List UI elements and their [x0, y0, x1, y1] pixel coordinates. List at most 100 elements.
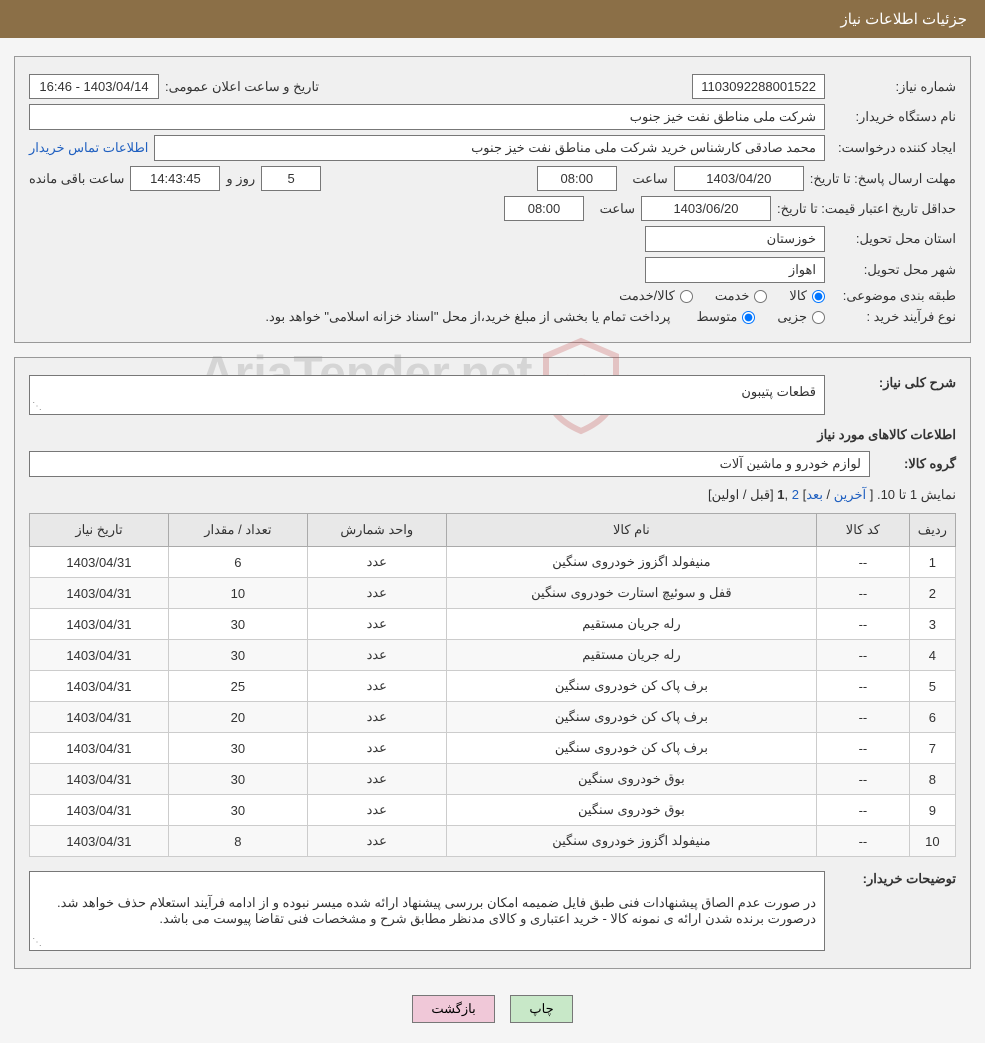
- table-cell: 9: [909, 795, 955, 826]
- buttons-row: چاپ بازگشت: [0, 983, 985, 1043]
- deadline-label: مهلت ارسال پاسخ: تا تاریخ:: [810, 171, 956, 187]
- table-cell: 1403/04/31: [30, 826, 169, 857]
- province-value: خوزستان: [645, 226, 825, 252]
- page-next-link[interactable]: بعد: [806, 487, 823, 502]
- city-label: شهر محل تحویل:: [831, 262, 956, 278]
- requester-value: محمد صادقی کارشناس خرید شرکت ملی مناطق ن…: [154, 135, 825, 161]
- resize-handle-icon[interactable]: ⋰: [32, 937, 42, 948]
- table-cell: 8: [168, 826, 307, 857]
- table-cell: 30: [168, 764, 307, 795]
- requester-label: ایجاد کننده درخواست:: [831, 140, 956, 156]
- table-cell: 5: [909, 671, 955, 702]
- announce-label: تاریخ و ساعت اعلان عمومی:: [165, 79, 319, 95]
- table-cell: 1403/04/31: [30, 733, 169, 764]
- page-last-link[interactable]: آخرین: [834, 487, 866, 502]
- table-header: ردیف: [909, 514, 955, 547]
- radio-goods-service-input[interactable]: [680, 290, 693, 303]
- table-cell: عدد: [307, 671, 446, 702]
- table-cell: برف پاک کن خودروی سنگین: [446, 702, 816, 733]
- table-row: 10--منیفولد اگزوز خودروی سنگینعدد81403/0…: [30, 826, 956, 857]
- radio-minor[interactable]: جزیی: [777, 309, 825, 325]
- buyer-org-label: نام دستگاه خریدار:: [831, 109, 956, 125]
- print-button[interactable]: چاپ: [510, 995, 572, 1023]
- table-cell: --: [817, 733, 910, 764]
- table-header: تاریخ نیاز: [30, 514, 169, 547]
- table-cell: رله جریان مستقیم: [446, 609, 816, 640]
- table-cell: منیفولد اگزوز خودروی سنگین: [446, 547, 816, 578]
- table-header: تعداد / مقدار: [168, 514, 307, 547]
- table-cell: عدد: [307, 609, 446, 640]
- need-desc-box[interactable]: قطعات پتیبون ⋰: [29, 375, 825, 415]
- table-cell: بوق خودروی سنگین: [446, 795, 816, 826]
- table-cell: 1: [909, 547, 955, 578]
- table-cell: 4: [909, 640, 955, 671]
- table-cell: --: [817, 578, 910, 609]
- table-cell: 30: [168, 609, 307, 640]
- days-remaining: 5: [261, 166, 321, 191]
- table-cell: برف پاک کن خودروی سنگین: [446, 733, 816, 764]
- announce-value: 1403/04/14 - 16:46: [29, 74, 159, 99]
- table-cell: 1403/04/31: [30, 671, 169, 702]
- table-cell: --: [817, 671, 910, 702]
- pagination: نمایش 1 تا 10. [ آخرین / بعد] 2 ,1 [قبل …: [29, 487, 956, 503]
- resize-handle-icon[interactable]: ⋰: [32, 401, 42, 412]
- radio-minor-input[interactable]: [812, 311, 825, 324]
- table-header: نام کالا: [446, 514, 816, 547]
- back-button[interactable]: بازگشت: [412, 995, 494, 1023]
- need-desc-value: قطعات پتیبون: [741, 384, 816, 399]
- page-2-link[interactable]: 2: [792, 487, 799, 502]
- deadline-time-label: ساعت: [623, 171, 668, 187]
- contact-link[interactable]: اطلاعات تماس خریدار: [29, 140, 148, 156]
- table-cell: 10: [909, 826, 955, 857]
- group-value: لوازم خودرو و ماشین آلات: [29, 451, 870, 477]
- radio-service-input[interactable]: [754, 290, 767, 303]
- table-cell: 1403/04/31: [30, 640, 169, 671]
- table-cell: 30: [168, 795, 307, 826]
- radio-goods[interactable]: کالا: [789, 288, 825, 304]
- table-cell: عدد: [307, 764, 446, 795]
- radio-goods-service[interactable]: کالا/خدمت: [619, 288, 693, 304]
- table-cell: رله جریان مستقیم: [446, 640, 816, 671]
- table-cell: عدد: [307, 578, 446, 609]
- buyer-notes-label: توضیحات خریدار:: [831, 871, 956, 887]
- need-number-value: 1103092288001522: [692, 74, 825, 99]
- radio-service[interactable]: خدمت: [715, 288, 768, 304]
- table-cell: 1403/04/31: [30, 578, 169, 609]
- need-section: شرح کلی نیاز: قطعات پتیبون ⋰ اطلاعات کال…: [14, 357, 971, 969]
- province-label: استان محل تحویل:: [831, 231, 956, 247]
- table-cell: 30: [168, 640, 307, 671]
- radio-goods-input[interactable]: [812, 290, 825, 303]
- table-cell: 6: [909, 702, 955, 733]
- buyer-notes-text: در صورت عدم الصاق پیشنهادات فنی طبق فایل…: [57, 895, 816, 926]
- table-cell: --: [817, 764, 910, 795]
- table-cell: عدد: [307, 795, 446, 826]
- table-cell: 3: [909, 609, 955, 640]
- radio-medium[interactable]: متوسط: [696, 309, 755, 325]
- page-current: 1: [777, 487, 784, 502]
- need-number-label: شماره نیاز:: [831, 79, 956, 95]
- countdown-timer: 14:43:45: [130, 166, 220, 191]
- table-cell: --: [817, 795, 910, 826]
- group-label: گروه کالا:: [876, 456, 956, 472]
- process-label: نوع فرآیند خرید :: [831, 309, 956, 325]
- need-desc-label: شرح کلی نیاز:: [831, 375, 956, 391]
- radio-medium-input[interactable]: [742, 311, 755, 324]
- validity-label: حداقل تاریخ اعتبار قیمت: تا تاریخ:: [777, 201, 956, 217]
- table-cell: --: [817, 826, 910, 857]
- buyer-notes-box[interactable]: در صورت عدم الصاق پیشنهادات فنی طبق فایل…: [29, 871, 825, 951]
- table-cell: --: [817, 609, 910, 640]
- items-heading: اطلاعات کالاهای مورد نیاز: [29, 427, 956, 443]
- table-cell: 2: [909, 578, 955, 609]
- table-row: 3--رله جریان مستقیمعدد301403/04/31: [30, 609, 956, 640]
- category-label: طبقه بندی موضوعی:: [831, 288, 956, 304]
- table-cell: 1403/04/31: [30, 609, 169, 640]
- table-cell: 1403/04/31: [30, 702, 169, 733]
- table-row: 6--برف پاک کن خودروی سنگینعدد201403/04/3…: [30, 702, 956, 733]
- table-cell: 20: [168, 702, 307, 733]
- buyer-org-value: شرکت ملی مناطق نفت خیز جنوب: [29, 104, 825, 130]
- items-table: ردیفکد کالانام کالاواحد شمارشتعداد / مقد…: [29, 513, 956, 857]
- table-cell: عدد: [307, 733, 446, 764]
- deadline-time: 08:00: [537, 166, 617, 191]
- deadline-date: 1403/04/20: [674, 166, 804, 191]
- table-cell: --: [817, 640, 910, 671]
